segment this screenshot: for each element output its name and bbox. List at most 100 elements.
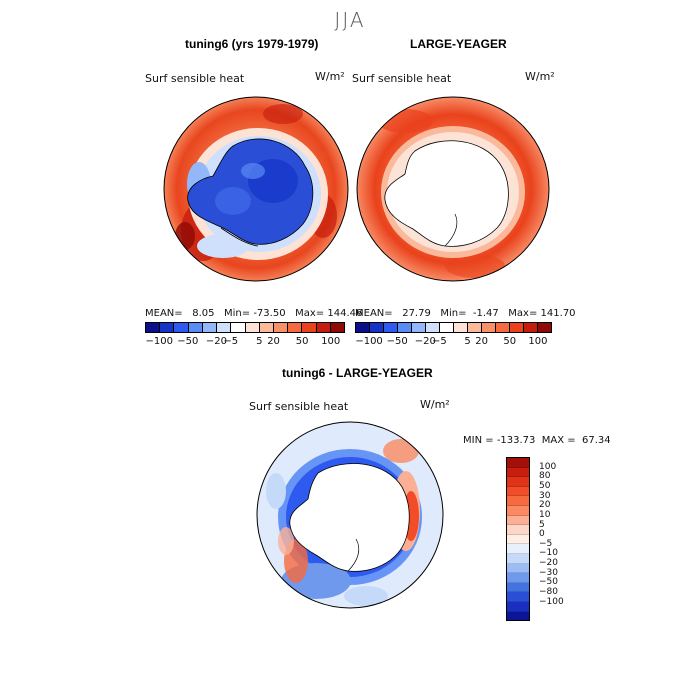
field-label-left: Surf sensible heat	[145, 72, 245, 85]
stats-large-yeager: MEAN= 27.79 Min= -1.47 Max= 141.70	[355, 308, 576, 319]
colorbar-swatch	[468, 323, 482, 332]
colorbar-tick-label: −20	[205, 336, 227, 347]
colorbar-swatch	[231, 323, 246, 332]
colorbar-tick-label: −100	[145, 336, 174, 347]
colorbar-large-yeager	[355, 322, 552, 333]
stats-difference: MIN = -133.73 MAX = 67.34	[463, 435, 611, 446]
colorbar-swatch	[316, 323, 331, 332]
colorbar-swatch	[273, 323, 289, 332]
field-label-right: Surf sensible heat	[352, 72, 452, 85]
colorbar-swatch	[507, 525, 529, 535]
colorbar-tuning6	[145, 322, 345, 333]
colorbar-level-label: −100	[539, 596, 564, 607]
colorbar-tick-label: 5	[464, 336, 471, 347]
units-label-diff: W/m²	[420, 398, 450, 411]
colorbar-level-label: 80	[539, 471, 551, 482]
colorbar-swatch	[384, 323, 398, 332]
colorbar-swatch	[245, 323, 260, 332]
colorbar-tick-label: −5	[432, 336, 447, 347]
colorbar-swatch	[398, 323, 412, 332]
colorbar-swatch	[510, 323, 524, 332]
colorbar-ticks-large-yeager: −100 −50 −20 −5 5 20 50 100	[355, 336, 552, 348]
difference-title: tuning6 - LARGE-YEAGER	[282, 366, 433, 380]
colorbar-level-label: 50	[539, 480, 551, 491]
colorbar-tick-label: 50	[503, 336, 517, 347]
polar-map-tuning6	[163, 96, 349, 282]
max-value: 144.46	[327, 308, 363, 319]
colorbar-tick-label: 100	[321, 336, 341, 347]
min-value: -73.50	[253, 308, 286, 319]
max-value: 67.34	[582, 435, 611, 446]
colorbar-swatch	[507, 611, 529, 621]
min-value: -1.47	[472, 308, 499, 319]
colorbar-level-label: 5	[539, 519, 545, 530]
colorbar-tick-label: 20	[475, 336, 489, 347]
colorbar-swatch	[174, 323, 189, 332]
antarctica-mask	[384, 140, 509, 247]
colorbar-tick-label: 5	[256, 336, 263, 347]
field-label-diff: Surf sensible heat	[249, 400, 349, 413]
colorbar-tick-label: −100	[355, 336, 383, 347]
colorbar-swatch	[538, 323, 551, 332]
colorbar-swatch	[202, 323, 218, 332]
colorbar-swatch	[412, 323, 426, 332]
colorbar-swatch	[146, 323, 161, 332]
season-title: JJA	[334, 8, 366, 32]
colorbar-tick-label: 50	[295, 336, 309, 347]
colorbar-level-label: 0	[539, 529, 545, 540]
panel-title-large-yeager: LARGE-YEAGER	[410, 37, 507, 51]
colorbar-swatch	[259, 323, 274, 332]
colorbar-tick-label: 100	[528, 336, 548, 347]
colorbar-tick-label: 20	[267, 336, 280, 347]
min-value: -133.73	[496, 435, 536, 446]
colorbar-level-label: −20	[539, 558, 558, 569]
colorbar-swatch	[217, 323, 232, 332]
colorbar-swatch	[507, 486, 529, 497]
colorbar-tick-label: −50	[386, 336, 408, 347]
colorbar-swatch	[370, 323, 384, 332]
colorbar-swatch	[440, 323, 454, 332]
stats-tuning6: MEAN= 8.05 Min= -73.50 Max= 144.46	[145, 308, 363, 319]
colorbar-swatch	[482, 323, 496, 332]
colorbar-level-label: −10	[539, 548, 558, 559]
colorbar-swatch	[507, 477, 529, 487]
polar-map-difference	[256, 421, 444, 609]
polar-map-large-yeager	[356, 96, 550, 282]
colorbar-level-label: 30	[539, 490, 551, 501]
colorbar-swatch	[288, 323, 303, 332]
colorbar-swatch	[507, 601, 529, 612]
colorbar-level-label: 10	[539, 509, 551, 520]
colorbar-level-label: −30	[539, 567, 558, 578]
colorbar-swatch	[507, 573, 529, 583]
colorbar-swatch	[507, 496, 529, 506]
colorbar-ticks-tuning6: −100 −50 −20 −5 5 20 50 100	[145, 336, 345, 348]
colorbar-swatch	[507, 534, 529, 545]
colorbar-swatch	[507, 515, 529, 526]
colorbar-swatch	[507, 467, 529, 478]
colorbar-swatch	[524, 323, 538, 332]
colorbar-swatch	[507, 582, 529, 593]
colorbar-tick-label: −20	[414, 336, 436, 347]
colorbar-level-label: −50	[539, 577, 558, 588]
colorbar-swatch	[507, 553, 529, 564]
colorbar-swatch	[507, 505, 529, 516]
colorbar-swatch	[496, 323, 510, 332]
colorbar-level-label: 20	[539, 500, 551, 511]
units-label-left: W/m²	[315, 70, 345, 83]
mean-value: 27.79	[402, 308, 431, 319]
colorbar-level-label: 100	[539, 461, 557, 472]
colorbar-swatch	[507, 592, 529, 602]
colorbar-swatch	[507, 544, 529, 554]
colorbar-swatch	[188, 323, 203, 332]
colorbar-swatch	[330, 323, 345, 332]
mean-value: 8.05	[192, 308, 215, 319]
units-label-right: W/m²	[525, 70, 555, 83]
colorbar-swatch	[426, 323, 440, 332]
colorbar-swatch	[160, 323, 175, 332]
colorbar-swatch	[356, 323, 370, 332]
colorbar-difference	[506, 457, 530, 621]
colorbar-level-label: −5	[539, 538, 553, 549]
colorbar-swatch	[302, 323, 317, 332]
colorbar-tick-label: −5	[223, 336, 239, 347]
